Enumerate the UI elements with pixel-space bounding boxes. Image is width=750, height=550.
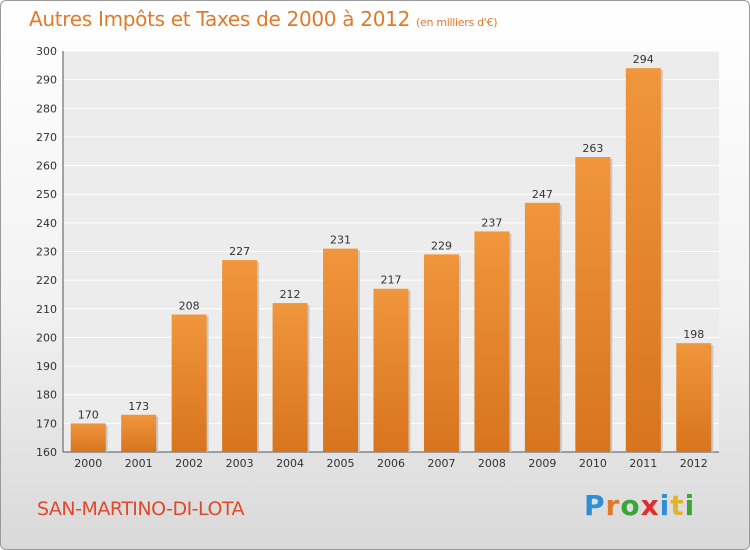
logo-letter: t [670, 489, 685, 522]
y-tick-label: 250 [36, 188, 57, 201]
commune-name: SAN-MARTINO-DI-LOTA [37, 498, 245, 520]
data-label: 173 [128, 400, 149, 413]
data-label: 231 [330, 234, 351, 247]
x-tick-label: 2012 [680, 457, 708, 470]
y-tick-label: 190 [36, 360, 57, 373]
chart-title-text: Autres Impôts et Taxes de 2000 à 2012 [29, 7, 410, 31]
x-tick-label: 2000 [74, 457, 102, 470]
bar-2008 [474, 231, 510, 452]
data-label: 229 [431, 239, 452, 252]
data-label: 217 [381, 274, 402, 287]
bar-2001 [121, 414, 157, 452]
x-tick-label: 2001 [125, 457, 153, 470]
y-tick-label: 220 [36, 274, 57, 287]
y-tick-label: 270 [36, 131, 57, 144]
chart-title: Autres Impôts et Taxes de 2000 à 2012 (en… [29, 7, 497, 31]
y-tick-label: 210 [36, 303, 57, 316]
x-tick-label: 2003 [226, 457, 254, 470]
data-label: 237 [481, 216, 502, 229]
data-label: 208 [179, 300, 200, 313]
data-label: 263 [582, 142, 603, 155]
bar-2007 [423, 254, 459, 452]
y-tick-label: 160 [36, 446, 57, 459]
bar-2012 [676, 343, 712, 452]
logo-letter: i [659, 489, 671, 522]
y-tick-label: 260 [36, 160, 57, 173]
x-tick-label: 2004 [276, 457, 304, 470]
logo-letter: x [640, 489, 660, 522]
chart-subtitle: (en milliers d'€) [416, 16, 498, 29]
logo-letter: P [584, 489, 606, 522]
y-tick-label: 290 [36, 74, 57, 87]
bar-2010 [575, 156, 611, 452]
x-tick-label: 2007 [427, 457, 455, 470]
bar-2005 [323, 248, 359, 452]
y-tick-label: 280 [36, 102, 57, 115]
x-tick-label: 2002 [175, 457, 203, 470]
data-label: 227 [229, 245, 250, 258]
proxiti-logo: Proxiti [584, 489, 695, 522]
data-label: 247 [532, 188, 553, 201]
y-tick-label: 170 [36, 417, 57, 430]
y-tick-label: 180 [36, 389, 57, 402]
bar-2009 [524, 202, 560, 452]
bar-2011 [625, 68, 661, 452]
data-label: 294 [633, 53, 654, 66]
bar-2002 [171, 314, 207, 452]
y-tick-label: 200 [36, 331, 57, 344]
x-tick-label: 2009 [528, 457, 556, 470]
logo-letter: o [620, 489, 641, 522]
bar-2000 [70, 423, 106, 452]
data-label: 198 [683, 328, 704, 341]
bar-2003 [222, 260, 258, 452]
x-tick-label: 2010 [579, 457, 607, 470]
y-tick-label: 230 [36, 246, 57, 259]
x-tick-label: 2011 [629, 457, 657, 470]
x-tick-label: 2008 [478, 457, 506, 470]
x-tick-label: 2006 [377, 457, 405, 470]
bar-2004 [272, 303, 308, 452]
x-tick-label: 2005 [327, 457, 355, 470]
logo-letter: r [605, 489, 621, 522]
y-tick-label: 240 [36, 217, 57, 230]
data-label: 170 [78, 408, 99, 421]
data-label: 212 [280, 288, 301, 301]
logo-letter: i [684, 489, 696, 522]
y-tick-label: 300 [36, 45, 57, 58]
bar-2006 [373, 288, 409, 452]
